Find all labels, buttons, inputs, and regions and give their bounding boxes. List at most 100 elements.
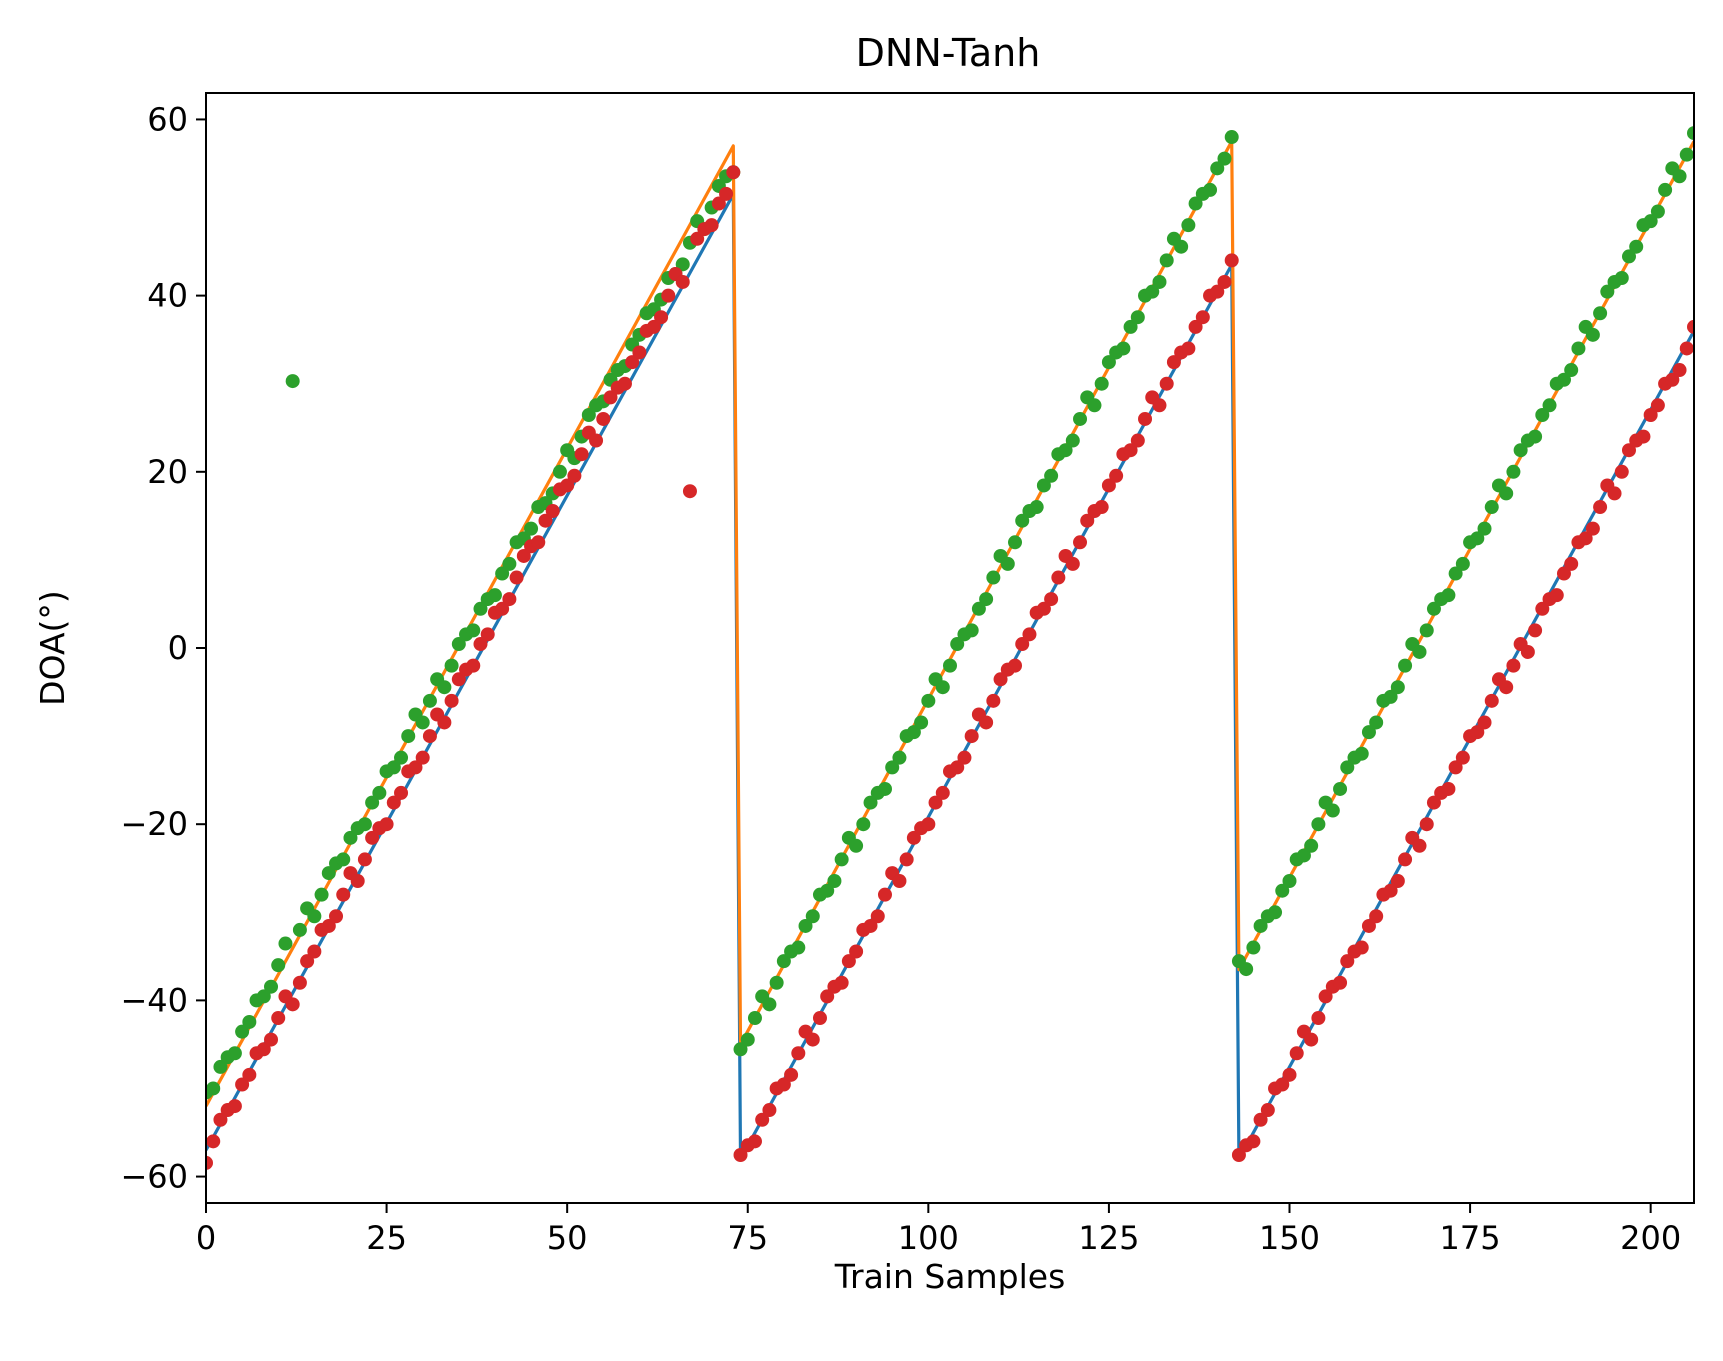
data-point-red bbox=[379, 817, 394, 832]
data-point-red bbox=[834, 975, 849, 990]
data-point-red bbox=[227, 1099, 242, 1114]
data-point-red bbox=[906, 830, 921, 845]
data-point-red bbox=[719, 186, 734, 201]
data-point-green bbox=[552, 464, 567, 479]
data-point-red bbox=[784, 1067, 799, 1082]
data-point-red bbox=[451, 672, 466, 687]
data-point-green bbox=[805, 909, 820, 924]
data-point-red bbox=[242, 1067, 257, 1082]
data-point-red bbox=[444, 693, 459, 708]
data-point-red bbox=[1643, 407, 1658, 422]
data-point-red bbox=[1123, 443, 1138, 458]
data-point-green bbox=[1679, 147, 1694, 162]
data-point-red bbox=[1333, 975, 1348, 990]
data-point-red bbox=[1253, 1112, 1268, 1127]
data-point-red bbox=[1419, 817, 1434, 832]
data-point-red bbox=[300, 954, 315, 969]
data-point-green bbox=[950, 637, 965, 652]
data-point-red bbox=[726, 165, 741, 180]
data-point-red bbox=[986, 693, 1001, 708]
data-point-red bbox=[1210, 284, 1225, 299]
data-point-red bbox=[1101, 478, 1116, 493]
data-point-red bbox=[365, 830, 380, 845]
data-point-red bbox=[1260, 1103, 1275, 1118]
data-point-red bbox=[1679, 341, 1694, 356]
data-point-green bbox=[1340, 760, 1355, 775]
data-point-red bbox=[993, 672, 1008, 687]
data-point-green bbox=[1571, 341, 1586, 356]
data-point-red bbox=[1304, 1032, 1319, 1047]
data-point-red bbox=[596, 411, 611, 426]
data-point-red bbox=[357, 852, 372, 867]
data-point-green bbox=[1528, 429, 1543, 444]
data-point-red bbox=[733, 1147, 748, 1162]
data-point-green bbox=[1246, 940, 1261, 955]
data-point-red bbox=[271, 1011, 286, 1025]
data-point-red bbox=[1441, 781, 1456, 796]
data-point-red bbox=[1036, 601, 1051, 616]
data-point-red bbox=[646, 319, 661, 334]
data-point-green bbox=[979, 592, 994, 607]
data-point-green bbox=[1000, 556, 1015, 571]
data-point-green bbox=[1687, 126, 1694, 141]
plot-area-frame bbox=[205, 92, 1695, 1204]
data-point-red bbox=[466, 658, 481, 673]
data-point-green bbox=[1087, 398, 1102, 413]
data-point-red bbox=[560, 478, 575, 493]
data-point-red bbox=[307, 944, 322, 959]
data-point-green bbox=[1614, 271, 1629, 285]
y-tick-label: −60 bbox=[120, 1158, 188, 1196]
data-point-red bbox=[870, 909, 885, 924]
data-point-red bbox=[950, 760, 965, 775]
data-point-red bbox=[1130, 433, 1145, 448]
data-point-red bbox=[1578, 531, 1593, 546]
data-point-red bbox=[1484, 693, 1499, 708]
data-point-red bbox=[509, 570, 524, 585]
data-point-green bbox=[437, 680, 452, 695]
data-point-green bbox=[1253, 918, 1268, 933]
data-point-red bbox=[1166, 355, 1181, 370]
y-axis-ticks: −60 −40 −20 0 20 40 60 bbox=[120, 100, 206, 1196]
data-point-red bbox=[1412, 838, 1427, 853]
data-point-green bbox=[943, 658, 957, 673]
data-point-green bbox=[1181, 218, 1196, 233]
data-point-red bbox=[1188, 319, 1203, 334]
data-point-red bbox=[1383, 883, 1398, 898]
data-point-red bbox=[1275, 1077, 1290, 1092]
data-point-green bbox=[1629, 239, 1644, 254]
x-tick-label: 100 bbox=[898, 1219, 959, 1257]
data-point-green bbox=[1448, 566, 1463, 581]
data-point-red bbox=[957, 750, 972, 765]
data-point-red-outlier bbox=[682, 484, 697, 499]
data-point-green bbox=[1441, 588, 1456, 603]
data-point-red bbox=[877, 887, 892, 902]
data-point-red bbox=[1181, 341, 1196, 356]
data-point-green bbox=[1383, 689, 1398, 704]
data-point-green bbox=[733, 1042, 748, 1057]
x-tick-label: 50 bbox=[547, 1219, 588, 1257]
data-point-red bbox=[1477, 715, 1492, 730]
data-point-green bbox=[292, 922, 307, 937]
data-point-green bbox=[776, 954, 791, 969]
data-point-green bbox=[675, 257, 690, 272]
data-point-red bbox=[1556, 566, 1571, 581]
data-point-red bbox=[1318, 989, 1333, 1004]
data-point-green bbox=[906, 725, 921, 740]
data-point-green bbox=[365, 795, 380, 810]
data-point-green bbox=[473, 601, 488, 616]
data-point-red bbox=[321, 918, 336, 933]
data-point-green bbox=[986, 570, 1001, 585]
x-tick-label: 0 bbox=[196, 1219, 216, 1257]
y-tick-label: 40 bbox=[147, 277, 188, 315]
data-point-green bbox=[1159, 253, 1174, 268]
data-point-red bbox=[755, 1112, 770, 1127]
data-point-green bbox=[386, 760, 401, 775]
data-point-green bbox=[1275, 883, 1290, 898]
data-point-red bbox=[1159, 376, 1174, 391]
data-point-green bbox=[524, 521, 539, 536]
data-point-red bbox=[1528, 623, 1543, 638]
x-tick-label: 175 bbox=[1440, 1219, 1501, 1257]
data-point-green bbox=[278, 936, 293, 951]
data-point-red bbox=[1564, 556, 1579, 571]
data-point-red bbox=[805, 1032, 820, 1047]
